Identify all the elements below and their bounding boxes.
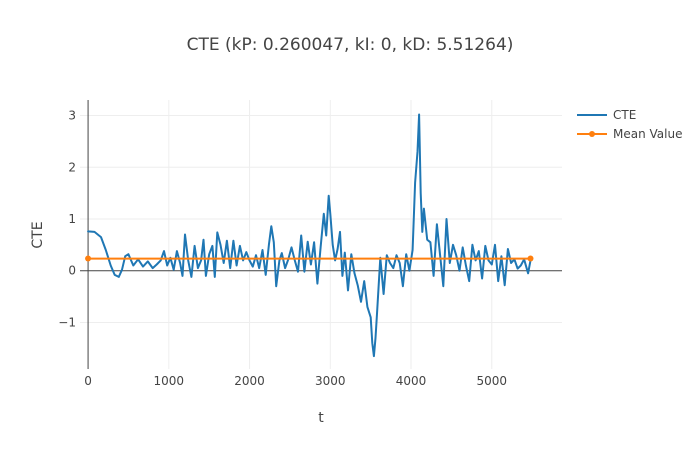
y-tick-label: 3 (68, 109, 76, 123)
x-tick-label: 3000 (315, 374, 346, 388)
grid-layer (80, 100, 562, 369)
x-tick-label: 2000 (234, 374, 265, 388)
legend: CTE Mean Value (577, 108, 682, 141)
cte-series-line (87, 113, 532, 358)
mean-value-point (85, 255, 92, 262)
x-axis-title: t (318, 410, 324, 426)
x-tick-label: 1000 (154, 374, 185, 388)
legend-marker-mean-value (589, 131, 595, 137)
series-layer (85, 113, 534, 358)
y-tick-label: 2 (68, 160, 76, 174)
y-tick-label: 0 (68, 264, 76, 278)
y-axis-title: CTE (30, 221, 46, 248)
x-tick-label: 5000 (476, 374, 507, 388)
y-tick-label: 1 (68, 212, 76, 226)
legend-label-cte: CTE (613, 108, 636, 122)
y-tick-label: −1 (58, 315, 76, 329)
legend-label-mean-value: Mean Value (613, 127, 682, 141)
tick-layer: 0 1000 2000 3000 4000 5000 −1 0 1 2 3 (58, 109, 507, 388)
chart-title: CTE (kP: 0.260047, kI: 0, kD: 5.51264) (187, 35, 514, 55)
mean-value-point (527, 255, 534, 262)
legend-item-cte[interactable]: CTE (577, 108, 636, 122)
legend-item-mean-value[interactable]: Mean Value (577, 127, 682, 141)
x-tick-label: 0 (84, 374, 92, 388)
x-tick-label: 4000 (396, 374, 427, 388)
